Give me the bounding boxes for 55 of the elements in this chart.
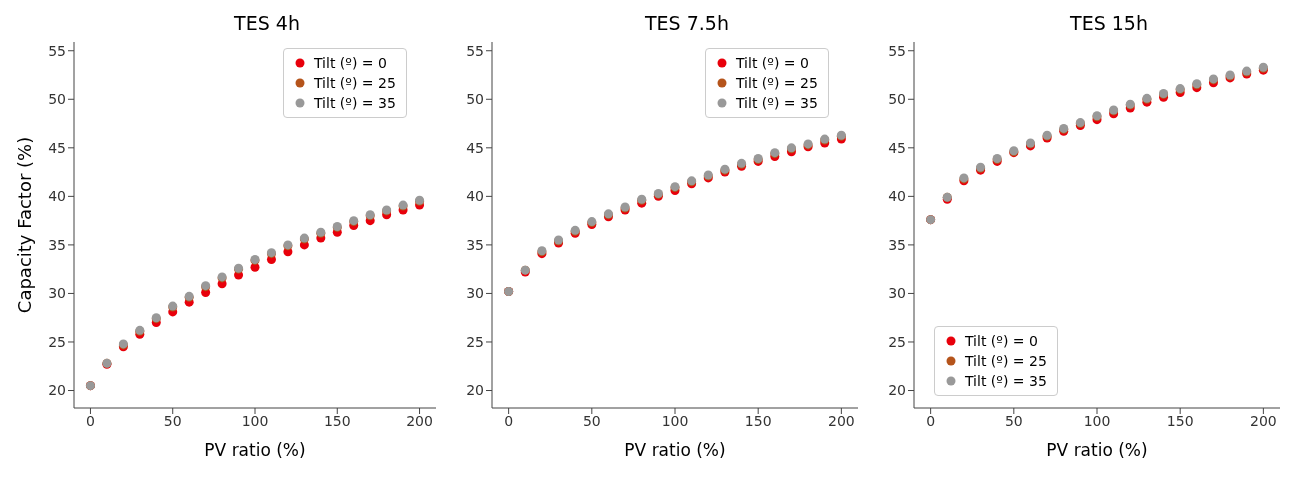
x-axis-title: PV ratio (%) <box>1046 440 1148 460</box>
y-axis-title: Capacity Factor (%) <box>13 136 35 314</box>
y-tick-label: 50 <box>888 91 906 108</box>
y-tick-label: 20 <box>888 382 906 399</box>
y-tick-label: 35 <box>48 236 66 253</box>
legend-label: Tilt (º) = 25 <box>965 352 1047 371</box>
y-tick-label: 40 <box>888 188 906 205</box>
x-tick-label: 200 <box>406 412 433 429</box>
x-tick-label: 150 <box>323 412 351 429</box>
y-tick-label: 55 <box>48 42 66 59</box>
y-tick-label: 40 <box>48 188 66 205</box>
y-tick-label: 50 <box>48 91 66 108</box>
y-tick-label: 35 <box>888 236 906 253</box>
y-tick-label: 45 <box>48 139 66 156</box>
chart-title: TES 7.5h <box>644 12 729 34</box>
x-tick-label: 50 <box>1004 412 1023 429</box>
x-tick-label: 0 <box>926 412 936 429</box>
y-tick-label: 25 <box>888 333 906 350</box>
chart-title: TES 4h <box>233 12 300 34</box>
x-tick-label: 100 <box>241 412 269 429</box>
legend-label: Tilt (º) = 35 <box>314 94 396 113</box>
legend-label: Tilt (º) = 35 <box>965 372 1047 391</box>
y-tick-label: 25 <box>466 333 484 350</box>
legend-label: Tilt (º) = 0 <box>965 332 1038 351</box>
y-tick-label: 50 <box>466 91 484 108</box>
y-tick-label: 30 <box>888 285 906 302</box>
chart-title: TES 15h <box>1069 12 1148 34</box>
legend-label: Tilt (º) = 0 <box>736 54 809 73</box>
x-tick-label: 50 <box>163 412 182 429</box>
x-tick-label: 150 <box>1166 412 1194 429</box>
x-tick-label: 0 <box>85 412 95 429</box>
y-tick-label: 45 <box>888 139 906 156</box>
y-tick-label: 40 <box>466 188 484 205</box>
legend-label: Tilt (º) = 25 <box>736 74 818 93</box>
y-tick-label: 20 <box>48 382 66 399</box>
x-axis-title: PV ratio (%) <box>624 440 726 460</box>
legend-label: Tilt (º) = 25 <box>314 74 396 93</box>
y-tick-label: 55 <box>888 42 906 59</box>
y-tick-label: 45 <box>466 139 484 156</box>
y-tick-label: 20 <box>466 382 484 399</box>
x-tick-label: 100 <box>661 412 689 429</box>
x-tick-label: 0 <box>504 412 514 429</box>
x-tick-label: 150 <box>744 412 772 429</box>
x-tick-label: 50 <box>582 412 601 429</box>
y-tick-label: 30 <box>466 285 484 302</box>
x-axis-title: PV ratio (%) <box>204 440 306 460</box>
y-tick-label: 35 <box>466 236 484 253</box>
y-tick-label: 25 <box>48 333 66 350</box>
legend-label: Tilt (º) = 35 <box>736 94 818 113</box>
x-tick-label: 200 <box>1250 412 1277 429</box>
x-tick-label: 100 <box>1083 412 1111 429</box>
y-tick-label: 30 <box>48 285 66 302</box>
legend-label: Tilt (º) = 0 <box>314 54 387 73</box>
x-tick-label: 200 <box>828 412 855 429</box>
y-tick-label: 55 <box>466 42 484 59</box>
